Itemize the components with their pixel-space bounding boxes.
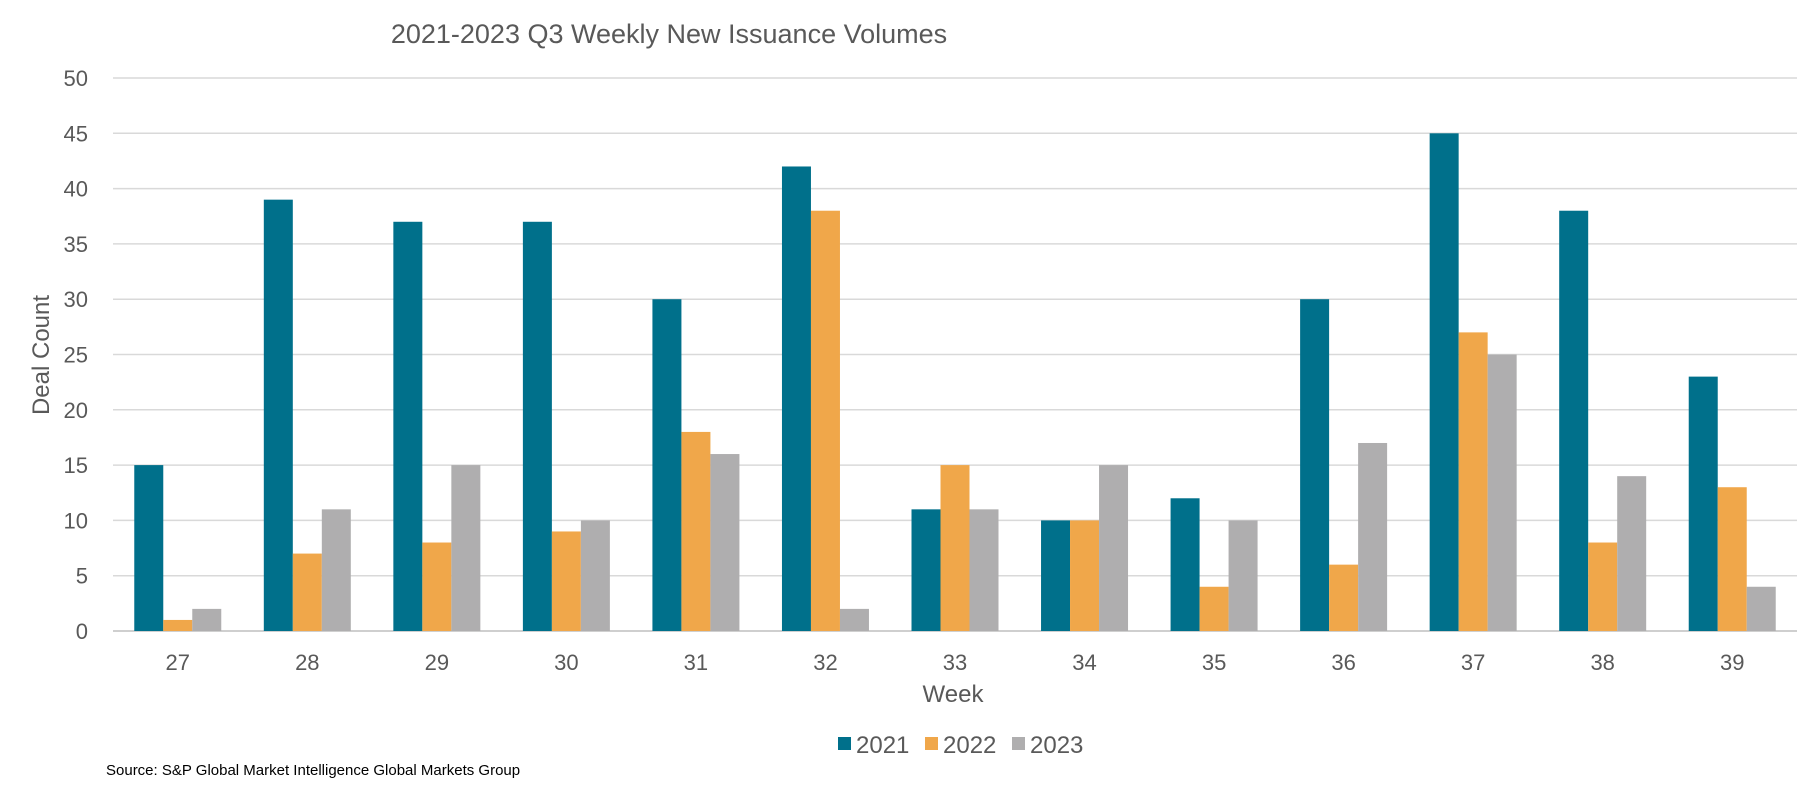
x-tick-label: 34 xyxy=(1072,650,1096,675)
bar-2022-week-27 xyxy=(163,619,193,631)
bar-2021-week-29 xyxy=(393,221,423,631)
y-tick-label: 40 xyxy=(64,177,88,202)
y-axis-label: Deal Count xyxy=(28,295,55,415)
x-tick-label: 30 xyxy=(554,650,578,675)
bar-2021-week-35 xyxy=(1170,498,1200,631)
bar-2023-week-35 xyxy=(1228,520,1258,631)
legend-swatch-2022 xyxy=(925,737,938,750)
y-tick-label: 15 xyxy=(64,453,88,478)
bar-2022-week-30 xyxy=(551,531,581,631)
bar-2021-week-39 xyxy=(1688,376,1718,631)
bar-2023-week-33 xyxy=(969,509,999,631)
x-tick-label: 37 xyxy=(1461,650,1485,675)
bar-2021-week-36 xyxy=(1300,299,1330,631)
y-tick-label: 30 xyxy=(64,287,88,312)
y-axis-ticks: 0 5 10 15 20 25 30 35 40 45 50 xyxy=(64,66,88,644)
bar-2022-week-33 xyxy=(940,465,970,631)
legend-swatch-2023 xyxy=(1012,737,1025,750)
bar-2023-week-29 xyxy=(451,465,481,631)
x-axis-ticks: 27 28 29 30 31 32 33 34 35 36 37 38 39 xyxy=(166,650,1745,675)
bar-2022-week-34 xyxy=(1070,520,1100,631)
bar-2021-week-28 xyxy=(263,199,293,631)
x-tick-label: 31 xyxy=(684,650,708,675)
bar-2022-week-35 xyxy=(1199,586,1229,631)
bar-2021-week-38 xyxy=(1559,210,1589,631)
bar-2022-week-29 xyxy=(422,542,452,631)
x-axis-label: Week xyxy=(923,681,985,708)
y-tick-label: 45 xyxy=(64,121,88,146)
legend-label-2021: 2021 xyxy=(856,732,909,759)
legend-label-2022: 2022 xyxy=(943,732,996,759)
bar-2021-week-33 xyxy=(911,509,941,631)
bars xyxy=(134,133,1776,632)
bar-2023-week-32 xyxy=(839,608,869,631)
bar-2023-week-28 xyxy=(321,509,351,631)
bar-2022-week-38 xyxy=(1588,542,1618,631)
x-tick-label: 28 xyxy=(295,650,319,675)
bar-2021-week-37 xyxy=(1429,133,1459,632)
bar-2022-week-32 xyxy=(810,210,840,631)
bar-2022-week-31 xyxy=(681,431,711,631)
bar-2023-week-31 xyxy=(710,454,740,631)
bar-2023-week-36 xyxy=(1358,442,1388,631)
x-tick-label: 39 xyxy=(1720,650,1744,675)
x-tick-label: 32 xyxy=(813,650,837,675)
bar-2021-week-30 xyxy=(522,221,552,631)
x-tick-label: 29 xyxy=(425,650,449,675)
legend: 2021 2022 2023 xyxy=(838,732,1083,759)
bar-2021-week-32 xyxy=(781,166,811,632)
bar-2022-week-37 xyxy=(1458,332,1488,631)
bar-2021-week-34 xyxy=(1041,520,1071,631)
y-tick-label: 0 xyxy=(76,619,88,644)
y-tick-label: 10 xyxy=(64,508,88,533)
bar-2022-week-28 xyxy=(292,553,322,631)
x-tick-label: 33 xyxy=(943,650,967,675)
bar-2023-week-30 xyxy=(580,520,610,631)
bar-2022-week-36 xyxy=(1329,564,1359,631)
y-tick-label: 50 xyxy=(64,66,88,91)
legend-label-2023: 2023 xyxy=(1030,732,1083,759)
x-tick-label: 38 xyxy=(1590,650,1614,675)
y-tick-label: 20 xyxy=(64,398,88,423)
x-tick-label: 35 xyxy=(1202,650,1226,675)
y-tick-label: 5 xyxy=(76,564,88,589)
bar-2023-week-39 xyxy=(1746,586,1776,631)
x-tick-label: 36 xyxy=(1331,650,1355,675)
x-tick-label: 27 xyxy=(166,650,190,675)
bar-2022-week-39 xyxy=(1717,487,1747,631)
bar-2023-week-34 xyxy=(1099,465,1129,631)
bar-2023-week-38 xyxy=(1617,476,1647,631)
legend-swatch-2021 xyxy=(838,737,851,750)
bar-2023-week-27 xyxy=(192,608,222,631)
y-tick-label: 25 xyxy=(64,343,88,368)
bar-2021-week-27 xyxy=(134,465,164,631)
y-tick-label: 35 xyxy=(64,232,88,257)
chart-title: 2021-2023 Q3 Weekly New Issuance Volumes xyxy=(391,19,947,49)
bar-2023-week-37 xyxy=(1487,354,1517,631)
bar-2021-week-31 xyxy=(652,299,682,631)
source-note: Source: S&P Global Market Intelligence G… xyxy=(106,762,520,779)
